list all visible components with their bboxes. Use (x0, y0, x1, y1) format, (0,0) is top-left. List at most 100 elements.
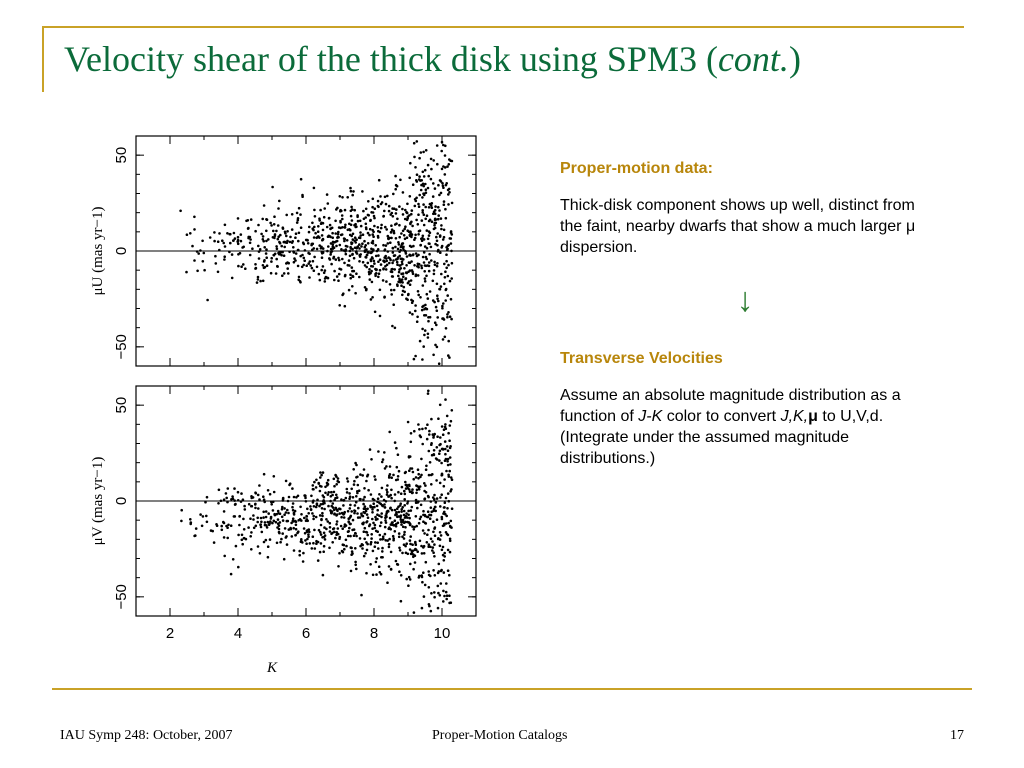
data-point (281, 226, 285, 229)
data-point (308, 225, 311, 229)
data-point (417, 262, 421, 266)
data-point (348, 497, 351, 501)
data-point (445, 594, 449, 597)
data-point (416, 274, 420, 277)
data-point (335, 493, 338, 497)
data-point (448, 356, 451, 359)
title-end: ) (788, 39, 801, 79)
data-point (312, 236, 316, 239)
data-point (299, 540, 303, 543)
data-point (283, 245, 286, 249)
data-point (403, 267, 406, 270)
data-point (345, 477, 349, 480)
data-point (374, 254, 378, 258)
data-point (243, 504, 246, 508)
data-point (321, 573, 325, 577)
data-point (293, 257, 296, 260)
data-point (391, 521, 394, 524)
data-point (415, 320, 419, 323)
data-point (342, 499, 346, 502)
data-point (383, 532, 387, 536)
data-point (370, 533, 374, 536)
data-point (397, 243, 401, 246)
data-point (438, 531, 442, 534)
data-point (417, 488, 421, 491)
data-point (233, 237, 237, 240)
data-point (333, 269, 336, 273)
data-point (385, 465, 388, 468)
data-point (404, 277, 408, 280)
data-point (415, 484, 418, 487)
data-point (427, 269, 431, 273)
data-point (328, 521, 332, 525)
x-tick-label: 8 (370, 625, 378, 642)
data-point (350, 266, 354, 269)
data-point (409, 535, 413, 538)
data-point (423, 513, 427, 517)
data-point (359, 224, 363, 228)
data-point (406, 202, 409, 206)
data-point (384, 514, 388, 517)
data-point (395, 465, 399, 469)
data-point (335, 520, 339, 523)
data-point (404, 480, 407, 484)
data-point (420, 473, 423, 477)
data-point (254, 229, 257, 233)
data-point (375, 249, 379, 253)
data-point (433, 534, 437, 537)
data-point (448, 456, 452, 459)
data-point (449, 419, 453, 423)
data-point (422, 223, 426, 227)
data-point (266, 545, 270, 548)
data-point (442, 317, 445, 320)
data-point (423, 280, 427, 283)
data-point (444, 398, 447, 401)
data-point (304, 539, 307, 542)
data-point (356, 219, 360, 223)
data-point (404, 487, 408, 490)
data-point (256, 545, 260, 548)
data-point (357, 489, 361, 493)
data-point (449, 237, 453, 240)
data-point (371, 517, 374, 521)
data-point (218, 232, 221, 235)
data-point (376, 513, 379, 516)
data-point (415, 140, 419, 143)
data-point (383, 525, 387, 529)
data-point (201, 515, 205, 518)
data-point (345, 239, 349, 242)
data-point (380, 223, 383, 227)
data-point (303, 531, 307, 535)
slide-title: Velocity shear of the thick disk using S… (64, 38, 801, 80)
data-point (399, 599, 403, 603)
data-point (371, 197, 375, 201)
data-point (382, 215, 385, 218)
data-point (351, 269, 354, 273)
data-point (434, 305, 438, 309)
data-point (355, 272, 358, 275)
data-point (307, 512, 310, 515)
data-point (446, 457, 450, 461)
data-point (363, 249, 367, 252)
data-point (349, 186, 352, 190)
data-point (262, 498, 266, 502)
data-point (313, 225, 316, 229)
data-point (443, 478, 446, 481)
data-point (271, 521, 274, 525)
data-point (343, 304, 347, 308)
data-point (215, 524, 219, 527)
data-point (419, 188, 423, 192)
data-point (439, 534, 443, 537)
data-point (319, 208, 322, 212)
data-point (270, 224, 273, 227)
data-point (448, 601, 451, 605)
data-point (388, 465, 392, 468)
data-point (416, 506, 419, 510)
data-point (371, 239, 375, 243)
data-point (422, 552, 426, 555)
data-point (421, 211, 425, 214)
data-point (311, 512, 314, 515)
data-point (410, 505, 414, 509)
data-point (344, 248, 348, 251)
data-point (351, 247, 354, 251)
